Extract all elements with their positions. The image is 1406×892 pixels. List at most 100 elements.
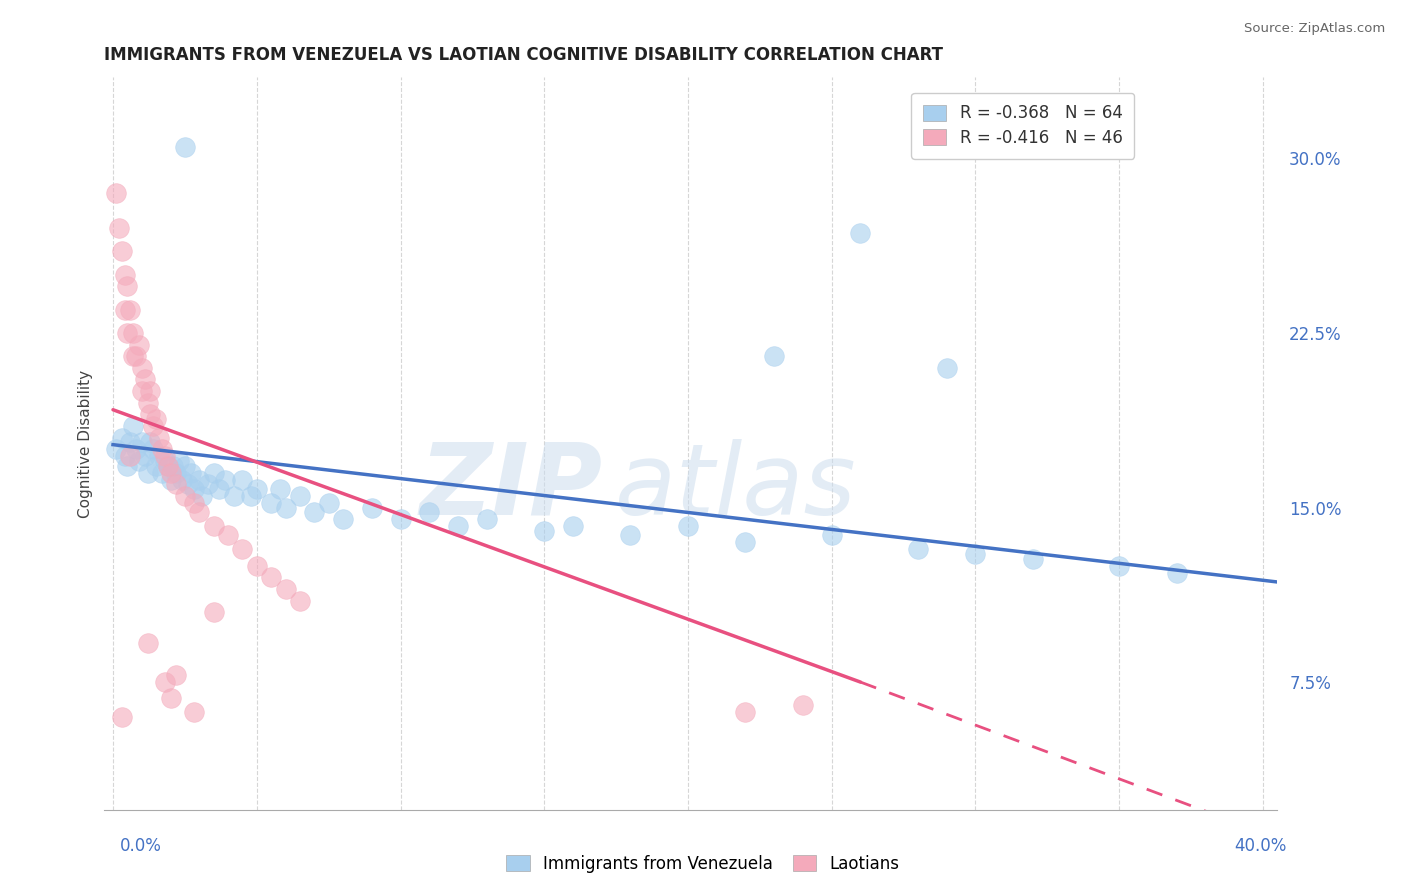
Point [447, 519, 470, 533]
Point [156, 458, 179, 473]
Point [125, 349, 148, 363]
Point [128, 454, 150, 468]
Point [156, 458, 179, 473]
Point [111, 244, 134, 259]
Point [676, 519, 699, 533]
Point [131, 384, 153, 398]
Point [288, 593, 311, 607]
Point [821, 528, 844, 542]
Point [148, 431, 170, 445]
Legend: R = -0.368   N = 64, R = -0.416   N = 46: R = -0.368 N = 64, R = -0.416 N = 46 [911, 93, 1135, 159]
Point [117, 458, 139, 473]
Point [360, 500, 382, 515]
Point [165, 466, 187, 480]
Point [260, 570, 283, 584]
Point [208, 482, 231, 496]
Point [114, 268, 136, 282]
Point [173, 139, 195, 153]
Point [562, 519, 585, 533]
Point [139, 408, 162, 422]
Y-axis label: Cognitive Disability: Cognitive Disability [79, 369, 93, 517]
Point [136, 466, 159, 480]
Point [120, 435, 142, 450]
Point [246, 482, 269, 496]
Point [159, 691, 181, 706]
Text: IMMIGRANTS FROM VENEZUELA VS LAOTIAN COGNITIVE DISABILITY CORRELATION CHART: IMMIGRANTS FROM VENEZUELA VS LAOTIAN COG… [104, 46, 943, 64]
Point [117, 279, 139, 293]
Point [734, 535, 756, 549]
Point [533, 524, 555, 538]
Point [849, 226, 872, 240]
Point [240, 489, 263, 503]
Point [274, 582, 297, 596]
Point [231, 473, 253, 487]
Point [214, 473, 236, 487]
Point [150, 466, 173, 480]
Point [246, 558, 269, 573]
Point [117, 326, 139, 340]
Point [935, 360, 957, 375]
Point [965, 547, 987, 561]
Text: 0.0%: 0.0% [120, 837, 162, 855]
Point [619, 528, 641, 542]
Point [131, 360, 153, 375]
Point [122, 326, 145, 340]
Point [120, 302, 142, 317]
Point [222, 489, 245, 503]
Point [122, 419, 145, 434]
Point [159, 466, 181, 480]
Point [139, 435, 162, 450]
Point [122, 349, 145, 363]
Text: atlas: atlas [614, 439, 856, 536]
Point [418, 505, 440, 519]
Point [142, 442, 165, 457]
Point [142, 419, 165, 434]
Point [188, 473, 211, 487]
Point [134, 372, 156, 386]
Point [475, 512, 498, 526]
Point [202, 605, 225, 619]
Point [332, 512, 354, 526]
Point [104, 186, 127, 201]
Point [318, 496, 340, 510]
Point [202, 519, 225, 533]
Point [1108, 558, 1130, 573]
Point [111, 710, 134, 724]
Point [153, 454, 176, 468]
Point [170, 473, 193, 487]
Point [1166, 566, 1188, 580]
Point [107, 221, 129, 235]
Point [165, 477, 187, 491]
Point [288, 489, 311, 503]
Point [260, 496, 283, 510]
Point [180, 466, 202, 480]
Point [183, 496, 205, 510]
Point [183, 482, 205, 496]
Point [304, 505, 326, 519]
Point [128, 337, 150, 351]
Point [139, 384, 162, 398]
Point [131, 435, 153, 450]
Point [162, 458, 184, 473]
Point [153, 450, 176, 464]
Point [150, 442, 173, 457]
Point [231, 542, 253, 557]
Point [111, 431, 134, 445]
Point [159, 473, 181, 487]
Point [197, 477, 219, 491]
Point [792, 698, 814, 713]
Point [114, 450, 136, 464]
Point [269, 482, 291, 496]
Text: ZIP: ZIP [420, 439, 603, 536]
Point [202, 466, 225, 480]
Point [188, 505, 211, 519]
Point [274, 500, 297, 515]
Point [120, 450, 142, 464]
Point [177, 477, 200, 491]
Text: 40.0%: 40.0% [1234, 837, 1286, 855]
Point [763, 349, 786, 363]
Point [145, 412, 167, 426]
Text: Source: ZipAtlas.com: Source: ZipAtlas.com [1244, 22, 1385, 36]
Point [217, 528, 239, 542]
Point [165, 668, 187, 682]
